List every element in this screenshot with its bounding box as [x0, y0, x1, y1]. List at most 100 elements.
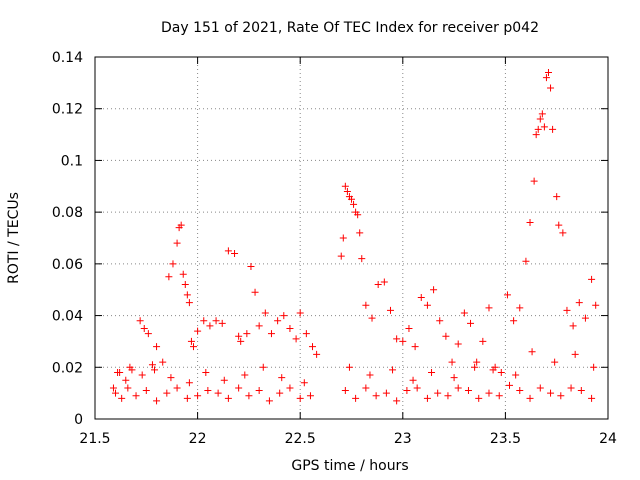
data-point — [181, 281, 189, 289]
data-point — [220, 376, 228, 384]
data-point — [590, 363, 598, 371]
data-point — [454, 340, 462, 348]
data-point — [530, 177, 538, 185]
data-point — [204, 387, 212, 395]
data-point — [362, 384, 370, 392]
data-point — [345, 363, 353, 371]
data-point — [549, 125, 557, 133]
data-point — [224, 247, 232, 255]
data-point — [122, 376, 130, 384]
chart-title: Day 151 of 2021, Rate Of TEC Index for r… — [161, 20, 539, 36]
data-point — [547, 84, 555, 92]
data-point — [296, 309, 304, 317]
data-point — [261, 309, 269, 317]
data-point — [399, 337, 407, 345]
data-point — [405, 325, 413, 332]
data-point — [286, 384, 294, 392]
data-point — [512, 371, 520, 379]
data-point — [563, 306, 571, 314]
data-point — [356, 229, 364, 237]
data-point — [471, 363, 479, 371]
data-point — [296, 394, 304, 402]
data-point — [536, 384, 544, 392]
data-point — [306, 392, 314, 400]
data-point — [140, 325, 148, 332]
data-point — [475, 394, 483, 402]
data-point — [442, 332, 450, 340]
data-point — [526, 394, 534, 402]
data-point — [245, 392, 253, 400]
data-point — [339, 234, 347, 242]
data-point — [569, 322, 577, 330]
data-point — [571, 350, 579, 358]
data-point — [153, 343, 161, 351]
data-point — [138, 371, 146, 379]
data-point — [350, 200, 358, 208]
data-point — [278, 374, 286, 382]
data-point — [495, 392, 503, 400]
data-point — [423, 394, 431, 402]
data-point — [224, 394, 232, 402]
data-point — [506, 381, 514, 389]
data-point — [386, 306, 394, 314]
data-point — [352, 394, 360, 402]
data-point — [255, 387, 263, 395]
data-point — [503, 291, 511, 299]
data-point — [588, 275, 596, 283]
data-point — [194, 392, 202, 400]
data-point — [151, 366, 159, 374]
data-point — [409, 376, 417, 384]
data-point — [309, 343, 317, 351]
data-point — [235, 332, 243, 340]
data-point — [485, 304, 493, 312]
data-point — [265, 397, 273, 405]
data-point — [185, 299, 193, 307]
axis-ticks — [94, 56, 609, 420]
y-tick-label: 0.06 — [52, 257, 83, 273]
data-point — [194, 327, 202, 335]
data-point — [473, 358, 481, 366]
data-point — [237, 337, 245, 345]
data-point — [559, 229, 567, 237]
data-point — [142, 387, 150, 395]
data-point — [464, 387, 472, 395]
data-point — [434, 389, 442, 397]
data-point — [479, 337, 487, 345]
data-point — [403, 387, 411, 395]
data-point — [185, 379, 193, 387]
data-point — [337, 252, 345, 260]
data-point — [555, 221, 563, 229]
data-point — [112, 389, 120, 397]
data-point — [255, 322, 263, 330]
data-point — [153, 397, 161, 405]
data-point — [553, 193, 561, 201]
x-tick-labels: 21.5 22 22.5 23 23.5 24 — [79, 431, 617, 447]
data-point — [428, 368, 436, 376]
data-point — [348, 195, 355, 203]
data-point — [380, 278, 388, 286]
data-point — [243, 330, 251, 338]
data-point — [300, 379, 308, 387]
data-point — [372, 392, 380, 400]
y-tick-label: 0.12 — [52, 102, 83, 118]
data-point — [292, 335, 300, 343]
data-point — [510, 317, 518, 325]
data-point — [183, 291, 191, 299]
data-point — [393, 335, 401, 343]
y-tick-label: 0.02 — [52, 360, 83, 376]
plot-frame — [94, 56, 609, 420]
data-point — [528, 348, 536, 356]
data-point — [448, 358, 456, 366]
data-point — [169, 260, 177, 268]
data-point — [516, 304, 524, 312]
data-point — [148, 361, 156, 369]
data-point — [540, 123, 548, 131]
data-point — [302, 330, 310, 338]
data-point — [430, 286, 438, 294]
x-tick-label: 24 — [599, 431, 617, 447]
data-point — [114, 368, 122, 376]
data-point — [132, 392, 140, 400]
data-point — [538, 110, 546, 118]
data-point — [126, 363, 134, 371]
y-tick-label: 0.14 — [52, 50, 83, 66]
